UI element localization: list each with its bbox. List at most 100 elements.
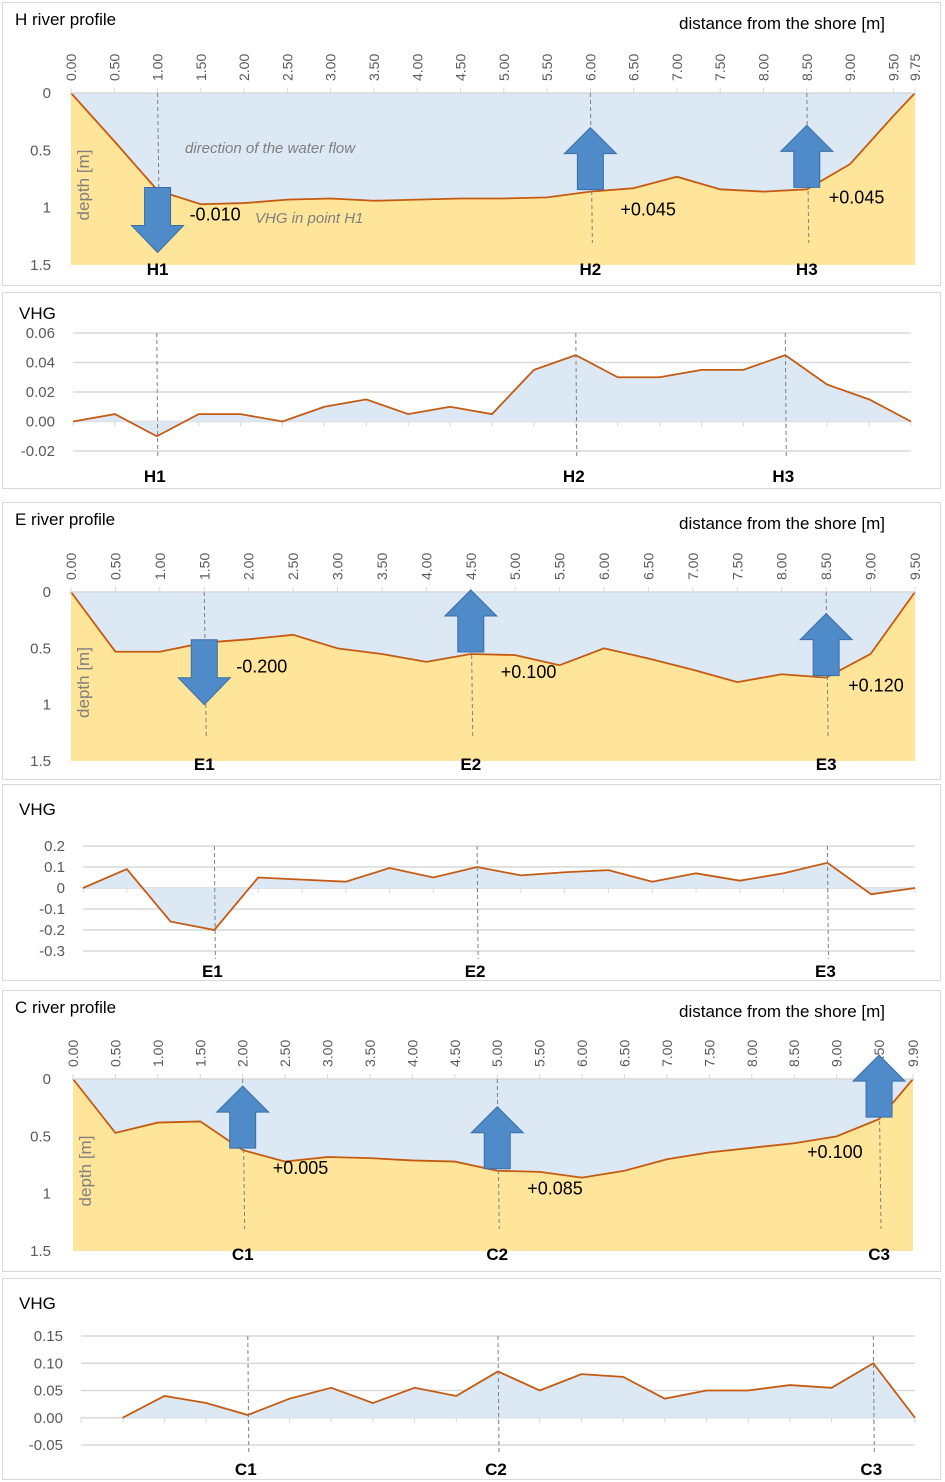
y-tick-label: 0 — [43, 584, 51, 601]
vhg-area — [73, 355, 911, 437]
x-tick-label: 0.50 — [107, 1040, 123, 1067]
x-tick-label: 7.50 — [729, 553, 745, 580]
measurement-point-label: C1 — [235, 1460, 257, 1479]
vhg-line — [82, 861, 916, 931]
measurement-point-label: E2 — [465, 962, 486, 980]
x-tick-label: 3.00 — [323, 54, 339, 81]
x-tick-label: 5.50 — [539, 54, 555, 81]
x-tick-label: 1.50 — [192, 1040, 208, 1067]
vhg-value-label: -0.200 — [236, 657, 287, 677]
x-tick-label: 5.00 — [489, 1040, 505, 1067]
x-tick-label: 1.50 — [196, 553, 212, 580]
chart-title: VHG — [19, 304, 56, 323]
y-tick-label: 0.1 — [44, 859, 65, 876]
vhg-value-label: +0.045 — [829, 187, 885, 207]
y-tick-label: 1.5 — [30, 257, 51, 274]
x-tick-label: 5.00 — [507, 553, 523, 580]
measurement-point-label: E2 — [460, 755, 481, 774]
arrow-up-icon — [215, 1085, 270, 1149]
x-tick-label: 4.50 — [453, 54, 469, 81]
point-guide-line — [247, 1335, 250, 1454]
x-tick-label: 2.50 — [285, 553, 301, 580]
y-tick-label: -0.05 — [29, 1437, 63, 1454]
x-tick-label: 8.50 — [786, 1040, 802, 1067]
measurement-point-label: H2 — [563, 467, 585, 486]
vhg-area — [83, 862, 915, 930]
x-tick-label: 9.75 — [907, 54, 923, 81]
chart-title: H river profile — [15, 10, 116, 29]
arrow-up-icon — [851, 1054, 907, 1118]
y-tick-label: -0.3 — [39, 943, 65, 960]
y-tick-label: 1 — [43, 1186, 51, 1203]
y-tick-label: 0 — [43, 85, 51, 102]
x-tick-label: 3.00 — [320, 1040, 336, 1067]
c-profile-chart: C river profile distance from the shore [… — [15, 998, 921, 1264]
y-axis-title: depth [m] — [74, 647, 93, 718]
y-tick-label: 1.5 — [30, 753, 51, 770]
measurement-point-label: E3 — [816, 755, 837, 774]
y-tick-label: 0.10 — [34, 1355, 63, 1372]
h-vhg-panel: VHG 0.06 0.04 0.02 0.00 -0.02 H1 H2 H3 — [2, 292, 941, 489]
riverbed-area — [71, 93, 915, 265]
x-tick-label: 6.00 — [574, 1040, 590, 1067]
riverbed-area — [71, 592, 915, 761]
x-tick-label: 9.50 — [907, 553, 923, 580]
chart-title: VHG — [19, 800, 56, 819]
measurement-point-label: H3 — [796, 260, 818, 279]
chart-title: E river profile — [15, 510, 115, 529]
x-tick-label: 7.50 — [712, 54, 728, 81]
x-tick-label: 4.50 — [447, 1040, 463, 1067]
y-tick-label: 1.5 — [30, 1243, 51, 1260]
riverbed-line — [72, 1078, 914, 1179]
arrow-up-icon — [443, 589, 498, 653]
y-tick-label: 0.06 — [26, 325, 55, 342]
y-tick-label: 0 — [57, 880, 65, 897]
vhg-value-label: +0.045 — [620, 200, 676, 220]
x-tick-label: 9.00 — [829, 1040, 845, 1067]
measurement-point-label: H1 — [147, 260, 169, 279]
y-axis-title: depth [m] — [76, 1136, 95, 1207]
x-tick-label: 5.50 — [552, 553, 568, 580]
y-tick-label: 0.04 — [26, 355, 55, 372]
measurement-point-label: C2 — [485, 1460, 507, 1479]
x-tick-label: 8.50 — [818, 553, 834, 580]
h-profile-chart: H river profile distance from the shore [… — [15, 10, 923, 279]
x-tick-label: 0.50 — [107, 553, 123, 580]
measurement-point-label: E1 — [202, 962, 223, 980]
x-tick-label: 3.50 — [362, 1040, 378, 1067]
x-tick-label: 4.00 — [404, 1040, 420, 1067]
x-tick-label: 1.00 — [150, 1040, 166, 1067]
x-tick-label: 4.00 — [409, 54, 425, 81]
vhg-value-label: +0.005 — [273, 1158, 329, 1178]
riverbed-area — [73, 1079, 913, 1251]
y-tick-label: 1 — [43, 697, 51, 714]
x-tick-label: 8.00 — [744, 1040, 760, 1067]
x-tick-label: 2.00 — [235, 1040, 251, 1067]
h-profile-panel: H river profile distance from the shore [… — [2, 2, 941, 286]
x-tick-label: 8.50 — [799, 54, 815, 81]
point-guide-line — [826, 845, 829, 960]
x-tick-label: 7.00 — [659, 1040, 675, 1067]
measurement-point-label: H3 — [772, 467, 794, 486]
point-guide-line — [497, 1335, 500, 1454]
flow-direction-annotation: direction of the water flow — [185, 140, 356, 157]
vhg-value-label: +0.085 — [527, 1179, 583, 1199]
point-guide-line — [784, 332, 787, 460]
x-axis-title: distance from the shore [m] — [679, 14, 885, 33]
y-tick-label: 0.2 — [44, 838, 65, 855]
h-vhg-chart: VHG 0.06 0.04 0.02 0.00 -0.02 H1 H2 H3 — [19, 304, 912, 486]
point-guide-line — [213, 845, 216, 960]
x-tick-label: 0.00 — [65, 1040, 81, 1067]
point-guide-line — [476, 845, 479, 960]
x-tick-label: 0.50 — [106, 54, 122, 81]
e-vhg-chart: VHG 0.2 0.1 0 -0.1 -0.2 -0.3 E1 E2 E3 — [19, 800, 916, 980]
x-tick-label: 6.00 — [582, 54, 598, 81]
y-tick-label: -0.02 — [21, 443, 55, 460]
measurement-point-label: C2 — [486, 1245, 508, 1264]
vhg-point-annotation: VHG in point H1 — [255, 210, 363, 227]
c-vhg-panel: VHG 0.15 0.10 0.05 0.00 -0.05 C1 C2 C3 — [2, 1278, 941, 1480]
x-tick-label: 7.50 — [701, 1040, 717, 1067]
x-tick-label: 2.50 — [277, 1040, 293, 1067]
y-tick-label: 0.5 — [30, 640, 51, 657]
x-tick-label: 6.50 — [617, 1040, 633, 1067]
